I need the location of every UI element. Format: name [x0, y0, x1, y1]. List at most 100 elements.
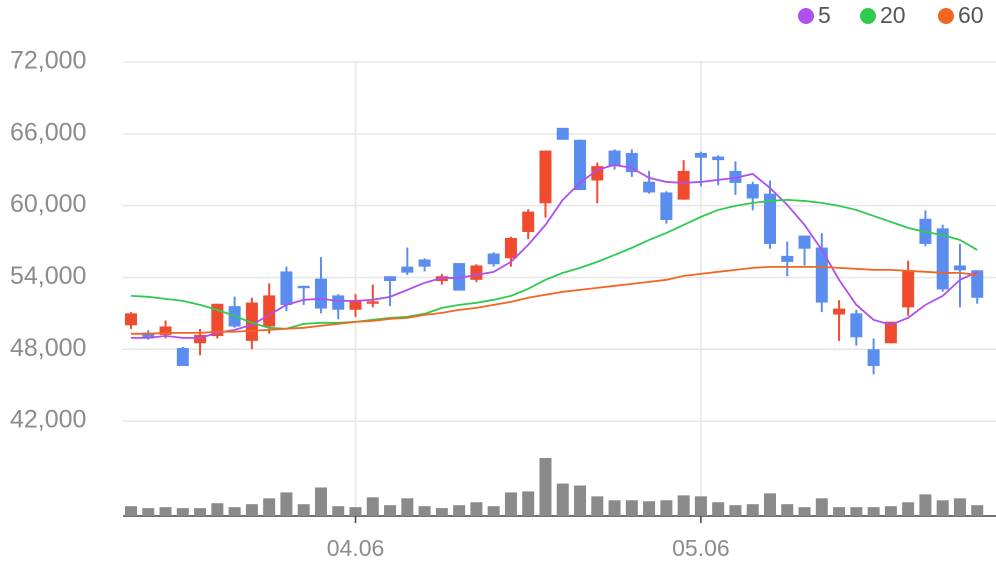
candle-body: [884, 321, 897, 344]
volume-bar: [263, 498, 276, 516]
volume-bar: [798, 507, 811, 516]
y-tick-label: 60,000: [10, 190, 86, 218]
volume-bar: [884, 506, 897, 516]
candle-body: [625, 152, 638, 173]
volume-bar: [729, 505, 742, 516]
candle-body: [677, 170, 690, 200]
candle-body: [401, 266, 414, 273]
volume-bar: [453, 505, 466, 516]
volume-bar: [384, 505, 397, 516]
moving-average-line: [130, 198, 978, 330]
volume-bar: [712, 502, 725, 516]
volume-bar: [815, 498, 828, 516]
volume-bar: [833, 507, 846, 516]
candle-body: [746, 184, 759, 199]
volume-bar: [314, 487, 327, 516]
candle-body: [902, 270, 915, 308]
candle-body: [384, 276, 397, 282]
volume-bar: [539, 457, 552, 516]
volume-bar: [746, 504, 759, 516]
volume-bar: [953, 498, 966, 516]
candle-body: [125, 313, 137, 326]
volume-bar: [349, 507, 362, 516]
y-tick-label: 66,000: [10, 118, 86, 146]
candle-body: [712, 156, 725, 161]
volume-bar: [142, 508, 155, 516]
legend-marker: [938, 8, 954, 24]
volume-bar: [487, 506, 500, 516]
candle-body: [643, 181, 656, 193]
candle-body: [936, 228, 949, 290]
legend-marker: [860, 8, 876, 24]
candle-body: [453, 263, 466, 291]
volume-bar: [625, 500, 638, 516]
candle-body: [314, 278, 327, 309]
candle-body: [504, 237, 517, 259]
candle-body: [176, 348, 189, 367]
volume-bar: [522, 491, 535, 516]
y-tick-label: 48,000: [10, 334, 86, 362]
candle-body: [470, 265, 483, 280]
candle-body: [660, 192, 673, 220]
y-tick-label: 42,000: [10, 406, 86, 434]
volume-bar: [556, 483, 569, 516]
volume-bar: [867, 507, 880, 516]
volume-bar: [504, 492, 517, 516]
volume-bar: [643, 501, 656, 516]
volume-bar: [971, 505, 984, 516]
moving-average-line: [131, 266, 978, 335]
candle-body: [142, 332, 155, 339]
volume-bar: [850, 507, 863, 516]
volume-bar: [159, 507, 172, 516]
volume-bar: [677, 495, 690, 516]
candle-body: [867, 349, 880, 367]
volume-bar: [245, 504, 258, 516]
candle-body: [798, 235, 811, 249]
volume-bar: [194, 508, 207, 516]
candle-body: [366, 301, 379, 304]
volume-bar: [401, 498, 414, 516]
candle-body: [539, 150, 552, 204]
candle-body: [194, 334, 207, 344]
x-tick-label: 05.06: [672, 535, 730, 561]
candle-body: [971, 270, 984, 298]
candle-body: [815, 247, 828, 303]
candle-body: [263, 295, 276, 327]
candle-body: [953, 265, 966, 271]
volume-bar: [332, 506, 345, 516]
volume-bar: [919, 494, 932, 516]
candle-body: [159, 326, 172, 335]
volume-bar: [608, 500, 621, 516]
volume-bar: [228, 507, 241, 516]
candle-body: [833, 308, 846, 315]
legend-label: 60: [958, 2, 984, 28]
candle-body: [487, 253, 500, 265]
volume-bar: [297, 504, 310, 516]
volume-bar: [660, 500, 673, 516]
volume-bar: [211, 503, 224, 516]
volume-bar: [470, 502, 483, 516]
candle-body: [781, 255, 794, 262]
candle-body: [608, 150, 621, 167]
candle-body: [297, 285, 310, 289]
y-tick-label: 54,000: [10, 262, 86, 290]
volume-bar: [435, 508, 448, 516]
volume-bar: [418, 506, 431, 516]
candle-body: [694, 152, 707, 158]
volume-bar: [591, 496, 604, 516]
y-tick-label: 72,000: [10, 47, 86, 75]
candle-body: [763, 193, 776, 244]
candle-body: [850, 313, 863, 338]
volume-bar: [366, 497, 379, 516]
volume-bar: [781, 504, 794, 516]
x-tick-label: 04.06: [327, 535, 385, 561]
candle-body: [522, 211, 535, 232]
legend-label: 5: [818, 2, 831, 28]
volume-bar: [902, 502, 915, 516]
candle-body: [418, 259, 431, 267]
volume-bar: [280, 492, 293, 516]
volume-bar: [125, 506, 137, 516]
candle-body: [556, 127, 569, 140]
legend-marker: [798, 8, 814, 24]
